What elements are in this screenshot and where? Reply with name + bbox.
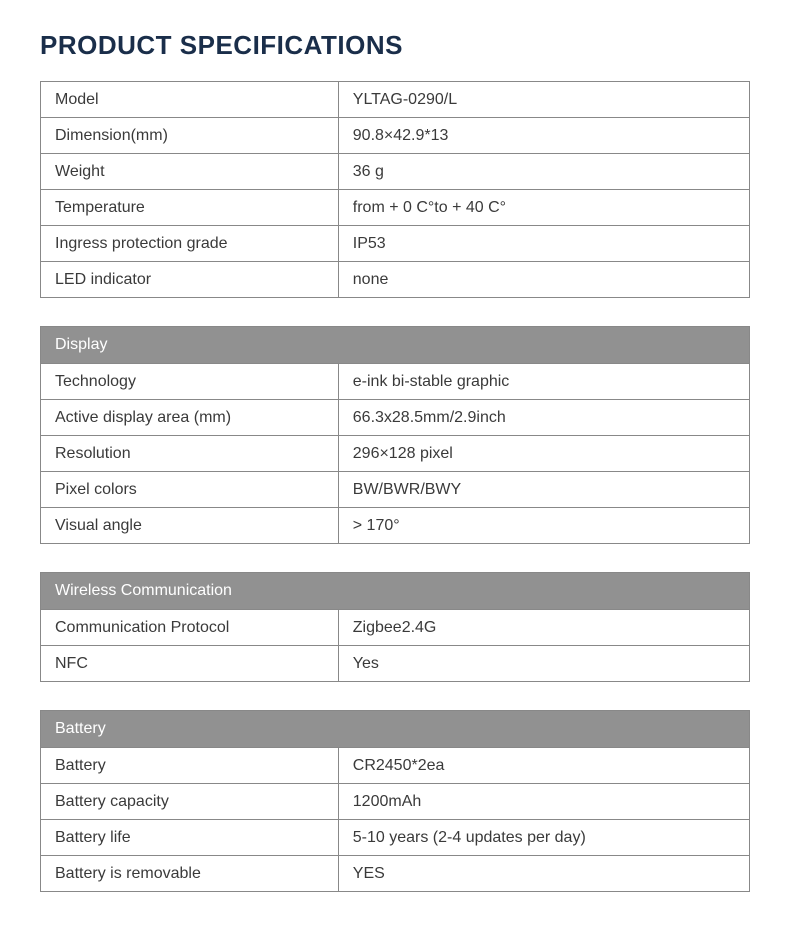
display-spec-table: Technology e-ink bi-stable graphic Activ… [40, 363, 750, 544]
spec-value: 66.3x28.5mm/2.9inch [338, 400, 749, 436]
spec-value: 5-10 years (2-4 updates per day) [338, 820, 749, 856]
spec-label: Battery is removable [41, 856, 339, 892]
spec-value: > 170° [338, 508, 749, 544]
spec-value: 296×128 pixel [338, 436, 749, 472]
table-row: Battery is removable YES [41, 856, 750, 892]
spec-label: Pixel colors [41, 472, 339, 508]
table-row: Temperature from + 0 C°to + 40 C° [41, 190, 750, 226]
spec-value: IP53 [338, 226, 749, 262]
display-section: Display Technology e-ink bi-stable graph… [40, 326, 750, 544]
spec-label: Communication Protocol [41, 610, 339, 646]
spec-value: none [338, 262, 749, 298]
battery-section-header: Battery [40, 710, 750, 747]
table-row: Dimension(mm) 90.8×42.9*13 [41, 118, 750, 154]
wireless-section: Wireless Communication Communication Pro… [40, 572, 750, 682]
spec-label: Battery [41, 748, 339, 784]
wireless-spec-table: Communication Protocol Zigbee2.4G NFC Ye… [40, 609, 750, 682]
table-row: LED indicator none [41, 262, 750, 298]
spec-label: Model [41, 82, 339, 118]
spec-label: Active display area (mm) [41, 400, 339, 436]
table-row: Battery life 5-10 years (2-4 updates per… [41, 820, 750, 856]
page-title: PRODUCT SPECIFICATIONS [40, 30, 750, 61]
spec-label: Dimension(mm) [41, 118, 339, 154]
table-row: NFC Yes [41, 646, 750, 682]
table-row: Model YLTAG-0290/L [41, 82, 750, 118]
table-row: Technology e-ink bi-stable graphic [41, 364, 750, 400]
spec-value: Yes [338, 646, 749, 682]
table-row: Visual angle > 170° [41, 508, 750, 544]
spec-value: e-ink bi-stable graphic [338, 364, 749, 400]
table-row: Pixel colors BW/BWR/BWY [41, 472, 750, 508]
spec-value: 36 g [338, 154, 749, 190]
spec-value: 1200mAh [338, 784, 749, 820]
table-row: Weight 36 g [41, 154, 750, 190]
spec-label: NFC [41, 646, 339, 682]
spec-label: Weight [41, 154, 339, 190]
spec-value: YLTAG-0290/L [338, 82, 749, 118]
spec-value: BW/BWR/BWY [338, 472, 749, 508]
spec-label: Resolution [41, 436, 339, 472]
spec-label: Visual angle [41, 508, 339, 544]
spec-value: YES [338, 856, 749, 892]
display-section-header: Display [40, 326, 750, 363]
spec-value: 90.8×42.9*13 [338, 118, 749, 154]
spec-value: CR2450*2ea [338, 748, 749, 784]
spec-value: from + 0 C°to + 40 C° [338, 190, 749, 226]
table-row: Battery CR2450*2ea [41, 748, 750, 784]
spec-value: Zigbee2.4G [338, 610, 749, 646]
spec-label: Battery capacity [41, 784, 339, 820]
spec-label: Technology [41, 364, 339, 400]
wireless-section-header: Wireless Communication [40, 572, 750, 609]
battery-spec-table: Battery CR2450*2ea Battery capacity 1200… [40, 747, 750, 892]
table-row: Communication Protocol Zigbee2.4G [41, 610, 750, 646]
spec-label: Temperature [41, 190, 339, 226]
table-row: Ingress protection grade IP53 [41, 226, 750, 262]
battery-section: Battery Battery CR2450*2ea Battery capac… [40, 710, 750, 892]
spec-label: Ingress protection grade [41, 226, 339, 262]
table-row: Resolution 296×128 pixel [41, 436, 750, 472]
table-row: Battery capacity 1200mAh [41, 784, 750, 820]
spec-label: Battery life [41, 820, 339, 856]
general-spec-table: Model YLTAG-0290/L Dimension(mm) 90.8×42… [40, 81, 750, 298]
table-row: Active display area (mm) 66.3x28.5mm/2.9… [41, 400, 750, 436]
spec-label: LED indicator [41, 262, 339, 298]
